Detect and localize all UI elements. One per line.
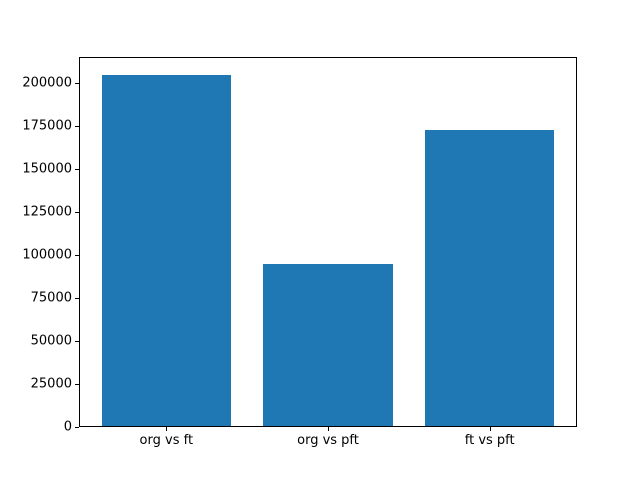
y-tick-label: 175000	[22, 118, 72, 134]
y-tick-label: 75000	[30, 290, 72, 306]
y-tick-mark	[75, 211, 79, 213]
y-tick-label: 200000	[22, 75, 72, 90]
x-tick-mark	[328, 427, 329, 431]
y-tick-label: 25000	[30, 376, 72, 392]
y-tick-mark	[75, 340, 79, 342]
y-tick-mark	[75, 125, 79, 127]
x-tick-label: org vs pft	[297, 433, 359, 448]
y-tick-label: 50000	[30, 333, 72, 349]
x-tick-label: ft vs pft	[464, 433, 515, 448]
x-tick-mark	[489, 427, 491, 431]
y-tick-label: 0	[63, 419, 72, 435]
bar-org-vs-pft	[263, 263, 393, 427]
x-tick-mark	[166, 427, 168, 431]
bars-layer	[79, 57, 577, 427]
y-tick-mark	[75, 254, 79, 256]
y-tick-label: 150000	[22, 161, 72, 177]
y-tick-mark	[75, 427, 79, 428]
y-tick-label: 125000	[22, 204, 72, 220]
plot-area	[79, 57, 577, 427]
y-tick-mark	[75, 297, 79, 299]
bar-org-vs-ft	[101, 74, 231, 427]
bar-ft-vs-pft	[425, 130, 555, 427]
y-tick-mark	[75, 168, 79, 170]
y-tick-label: 100000	[22, 247, 72, 263]
y-tick-mark	[75, 383, 79, 385]
y-tick-mark	[75, 82, 79, 84]
x-tick-label: org vs ft	[139, 433, 194, 448]
